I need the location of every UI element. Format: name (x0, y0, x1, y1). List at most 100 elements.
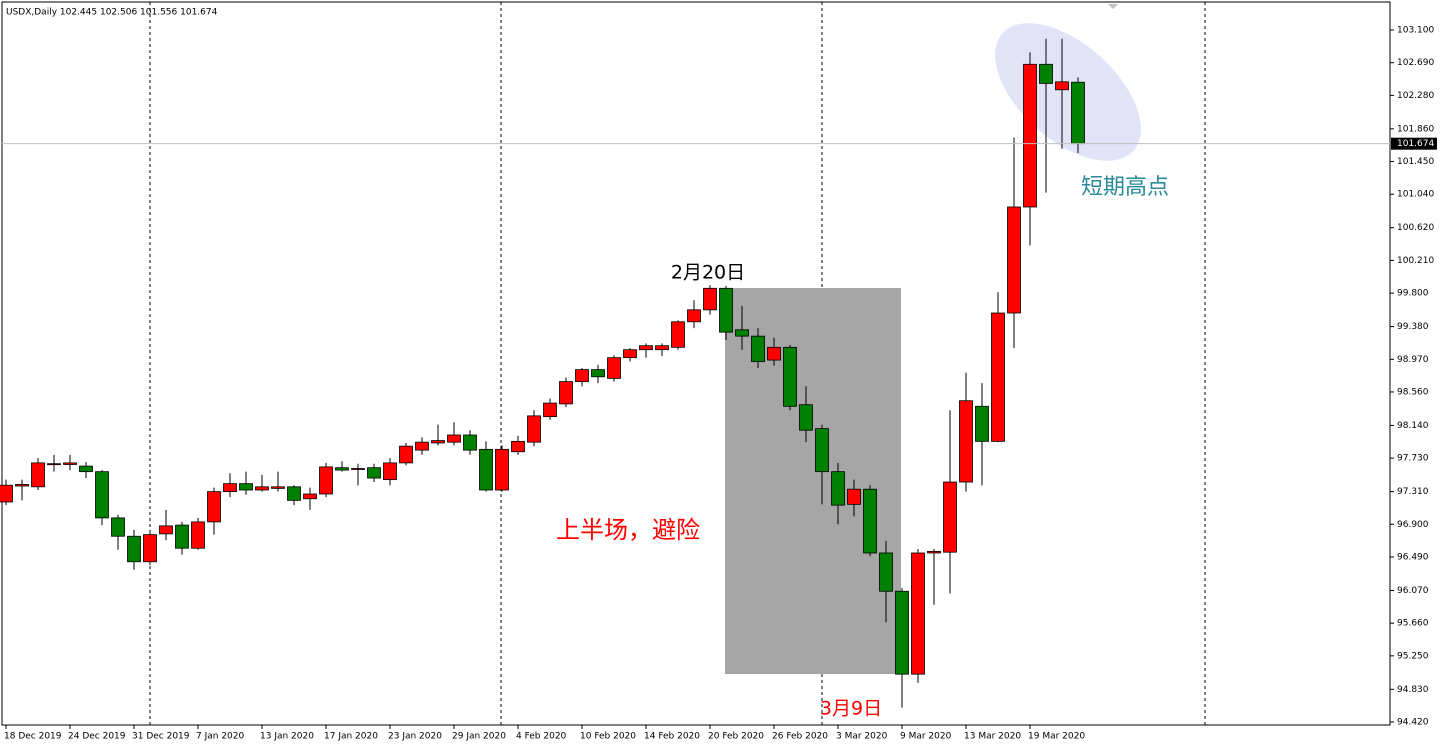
candle-body (223, 483, 237, 492)
y-tick-label: 101.040 (1397, 190, 1434, 200)
x-tick-label: 19 Mar 2020 (1028, 732, 1085, 742)
x-tick-label: 17 Jan 2020 (324, 732, 378, 742)
candle-body (239, 483, 253, 491)
y-tick-label: 95.660 (1397, 619, 1429, 629)
x-tick-label: 18 Dec 2019 (4, 732, 62, 742)
y-tick-label: 99.380 (1397, 322, 1429, 332)
candle-body (975, 405, 989, 442)
candle-body (607, 357, 621, 379)
candle-body (463, 434, 477, 451)
candle-body (255, 486, 269, 491)
x-tick-label: 4 Feb 2020 (516, 732, 567, 742)
candle-body (591, 369, 605, 378)
y-tick-label: 98.970 (1397, 355, 1429, 365)
x-tick-label: 29 Jan 2020 (452, 732, 506, 742)
candle-body (63, 462, 77, 465)
y-tick-label: 102.690 (1397, 58, 1434, 68)
candle-body (495, 448, 509, 491)
y-tick-label: 98.560 (1397, 387, 1429, 397)
candle-body (799, 404, 813, 431)
y-tick-label: 101.450 (1397, 157, 1434, 167)
highlight-ellipse (995, 23, 1141, 161)
y-tick-label: 97.730 (1397, 454, 1429, 464)
candle-body (767, 346, 781, 361)
y-tick-label: 96.490 (1397, 552, 1429, 562)
candle-body (159, 525, 173, 535)
candle-body (911, 552, 925, 675)
candle-body (1071, 81, 1085, 145)
candle-body (79, 465, 93, 473)
candle-body (1023, 63, 1037, 208)
candle-body (847, 488, 861, 505)
y-tick-label: 100.620 (1397, 223, 1434, 233)
candle-body (143, 534, 157, 563)
y-tick-label: 98.140 (1397, 421, 1429, 431)
plot-frame (1, 1, 1391, 726)
candle-body (207, 491, 221, 523)
x-tick-label: 26 Feb 2020 (772, 732, 828, 742)
candle-body (399, 445, 413, 464)
candle-body (927, 550, 941, 554)
annotation: 3月9日 (820, 698, 882, 720)
shift-marker (1108, 4, 1118, 9)
candle-body (1055, 81, 1069, 91)
candle-body (527, 415, 541, 443)
candle-body (735, 329, 749, 337)
annotation: 短期高点 (1081, 175, 1169, 200)
x-tick-label: 14 Feb 2020 (644, 732, 700, 742)
candle-body (559, 381, 573, 405)
x-tick-label: 3 Mar 2020 (836, 732, 888, 742)
candle-body (783, 346, 797, 407)
candle-body (831, 471, 845, 506)
candle-body (991, 312, 1005, 442)
candle-body (895, 590, 909, 675)
annotation: 上半场，避险 (556, 516, 700, 544)
candle-body (479, 448, 493, 491)
annotation: 2月20日 (671, 262, 745, 284)
x-tick-label: 24 Dec 2019 (68, 732, 126, 742)
candle-body (655, 345, 669, 351)
y-tick-label: 96.900 (1397, 520, 1429, 530)
candle-body (191, 521, 205, 549)
candle-body (879, 552, 893, 592)
x-tick-label: 13 Mar 2020 (964, 732, 1021, 742)
candle-body (367, 467, 381, 479)
candle-body (431, 440, 445, 444)
y-tick-label: 99.800 (1397, 289, 1429, 299)
chart-header: USDX,Daily 102.445 102.506 101.556 101.6… (6, 8, 218, 18)
candle-body (351, 468, 365, 470)
candle-body (335, 467, 349, 471)
x-tick-label: 9 Mar 2020 (900, 732, 952, 742)
candle-body (543, 402, 557, 418)
current-price-box (1391, 137, 1437, 150)
candle-body (863, 488, 877, 554)
candle-body (959, 400, 973, 483)
candle-body (271, 486, 285, 489)
candle-body (671, 321, 685, 348)
candle-body (687, 309, 701, 323)
candle-body (703, 287, 717, 311)
candle-body (415, 441, 429, 451)
y-tick-label: 94.830 (1397, 685, 1429, 695)
candle-body (15, 484, 29, 487)
candle-body (623, 349, 637, 359)
candle-body (447, 434, 461, 443)
x-tick-label: 13 Jan 2020 (260, 732, 314, 742)
candle-body (0, 484, 13, 503)
candle-body (175, 524, 189, 549)
candle-body (943, 481, 957, 553)
candle-body (319, 466, 333, 495)
candle-body (1039, 63, 1053, 84)
y-tick-label: 94.420 (1397, 718, 1429, 728)
candle-body (511, 440, 525, 453)
y-tick-label: 102.280 (1397, 91, 1434, 101)
candle-body (639, 345, 653, 351)
x-tick-label: 20 Feb 2020 (708, 732, 764, 742)
candle-body (303, 493, 317, 500)
candle-body (31, 462, 45, 488)
candle-body (1007, 206, 1021, 314)
candle-body (815, 428, 829, 473)
y-tick-label: 95.250 (1397, 651, 1429, 661)
y-tick-label: 103.100 (1397, 26, 1434, 36)
